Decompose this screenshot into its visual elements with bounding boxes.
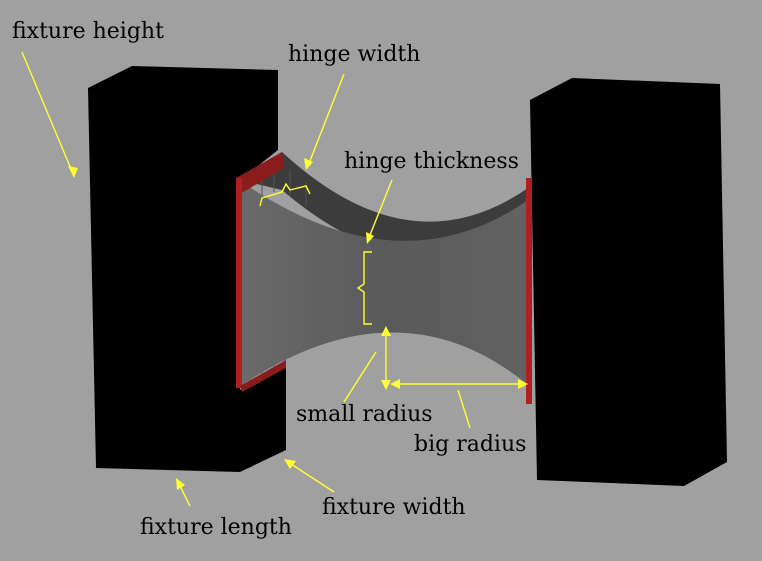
annotations xyxy=(21,51,528,507)
clamp-plates xyxy=(236,152,532,404)
label-fixture-length: fixture length xyxy=(140,515,292,540)
label-hinge-width: hinge width xyxy=(288,42,421,67)
label-small-radius: small radius xyxy=(296,402,433,427)
label-fixture-height: fixture height xyxy=(12,19,164,44)
label-big-radius: big radius xyxy=(414,432,527,457)
hinge-front-surface xyxy=(242,182,528,385)
right-fixture-block xyxy=(530,78,727,486)
label-fixture-width: fixture width xyxy=(322,495,466,520)
label-hinge-thickness: hinge thickness xyxy=(344,149,519,174)
